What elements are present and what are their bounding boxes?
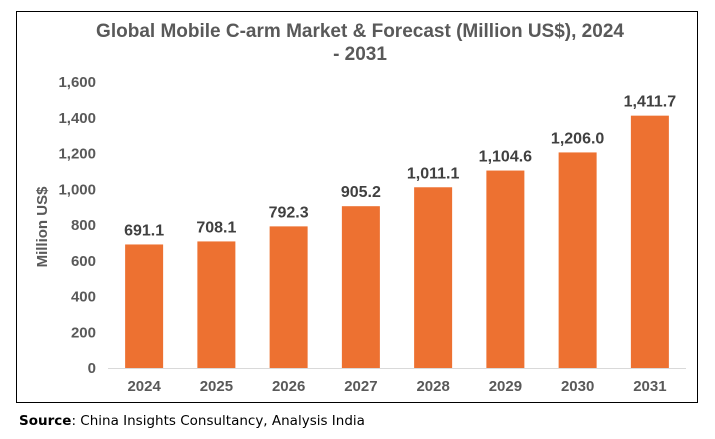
data-label-2025: 708.1 — [196, 219, 236, 236]
bar-2030 — [558, 152, 597, 368]
bar-2026 — [269, 226, 308, 368]
data-label-2027: 905.2 — [341, 184, 381, 201]
x-tick-label: 2028 — [416, 378, 449, 395]
y-tick-label: 1,000 — [58, 181, 96, 198]
bar-2031 — [630, 115, 669, 368]
x-tick-label: 2026 — [272, 378, 305, 395]
data-label-2028: 1,011.1 — [407, 165, 460, 182]
data-labels: 691.1 708.1 792.3 905.2 1,011.1 1,104.6 1,206.… — [124, 94, 676, 240]
source-text: : China Insights Consultancy, Analysis I… — [71, 413, 365, 429]
y-tick-label: 1,200 — [58, 146, 96, 163]
bar-2025 — [197, 241, 236, 368]
y-tick-label: 400 — [71, 289, 96, 306]
x-tick-label: 2031 — [633, 378, 666, 395]
data-label-2030: 1,206.0 — [551, 130, 604, 147]
source-note: Source: China Insights Consultancy, Anal… — [19, 413, 365, 429]
y-axis-ticks: 0 200 400 600 800 1,000 1,200 1,400 1,600 — [58, 74, 96, 377]
y-tick-label: 0 — [88, 360, 96, 377]
data-label-2031: 1,411.7 — [624, 94, 677, 111]
x-axis-ticks: 2024 2025 2026 2027 2028 2029 2030 2031 — [127, 378, 666, 395]
source-label: Source — [19, 413, 72, 429]
bar-2027 — [341, 206, 380, 368]
y-tick-label: 200 — [71, 324, 96, 341]
chart-title: Global Mobile C-arm Market & Forecast (M… — [40, 20, 680, 66]
bar-2028 — [414, 187, 453, 368]
x-tick-label: 2024 — [127, 378, 161, 395]
x-tick-label: 2029 — [489, 378, 522, 395]
bar-2029 — [486, 170, 525, 368]
data-label-2024: 691.1 — [124, 222, 164, 239]
y-tick-label: 1,400 — [58, 110, 96, 127]
y-tick-label: 800 — [71, 217, 96, 234]
bars — [125, 115, 669, 368]
chart-title-line-2: - 2031 — [333, 44, 387, 65]
x-tick-label: 2030 — [561, 378, 594, 395]
y-axis-label: Million US$ — [34, 186, 51, 267]
x-tick-label: 2027 — [344, 378, 377, 395]
bar-2024 — [125, 244, 164, 368]
x-tick-label: 2025 — [200, 378, 233, 395]
data-label-2026: 792.3 — [269, 204, 309, 221]
chart-title-line-1: Global Mobile C-arm Market & Forecast (M… — [96, 21, 624, 42]
chart-frame — [16, 11, 698, 403]
data-label-2029: 1,104.6 — [479, 149, 532, 166]
y-tick-label: 600 — [71, 253, 96, 270]
y-tick-label: 1,600 — [58, 74, 96, 91]
